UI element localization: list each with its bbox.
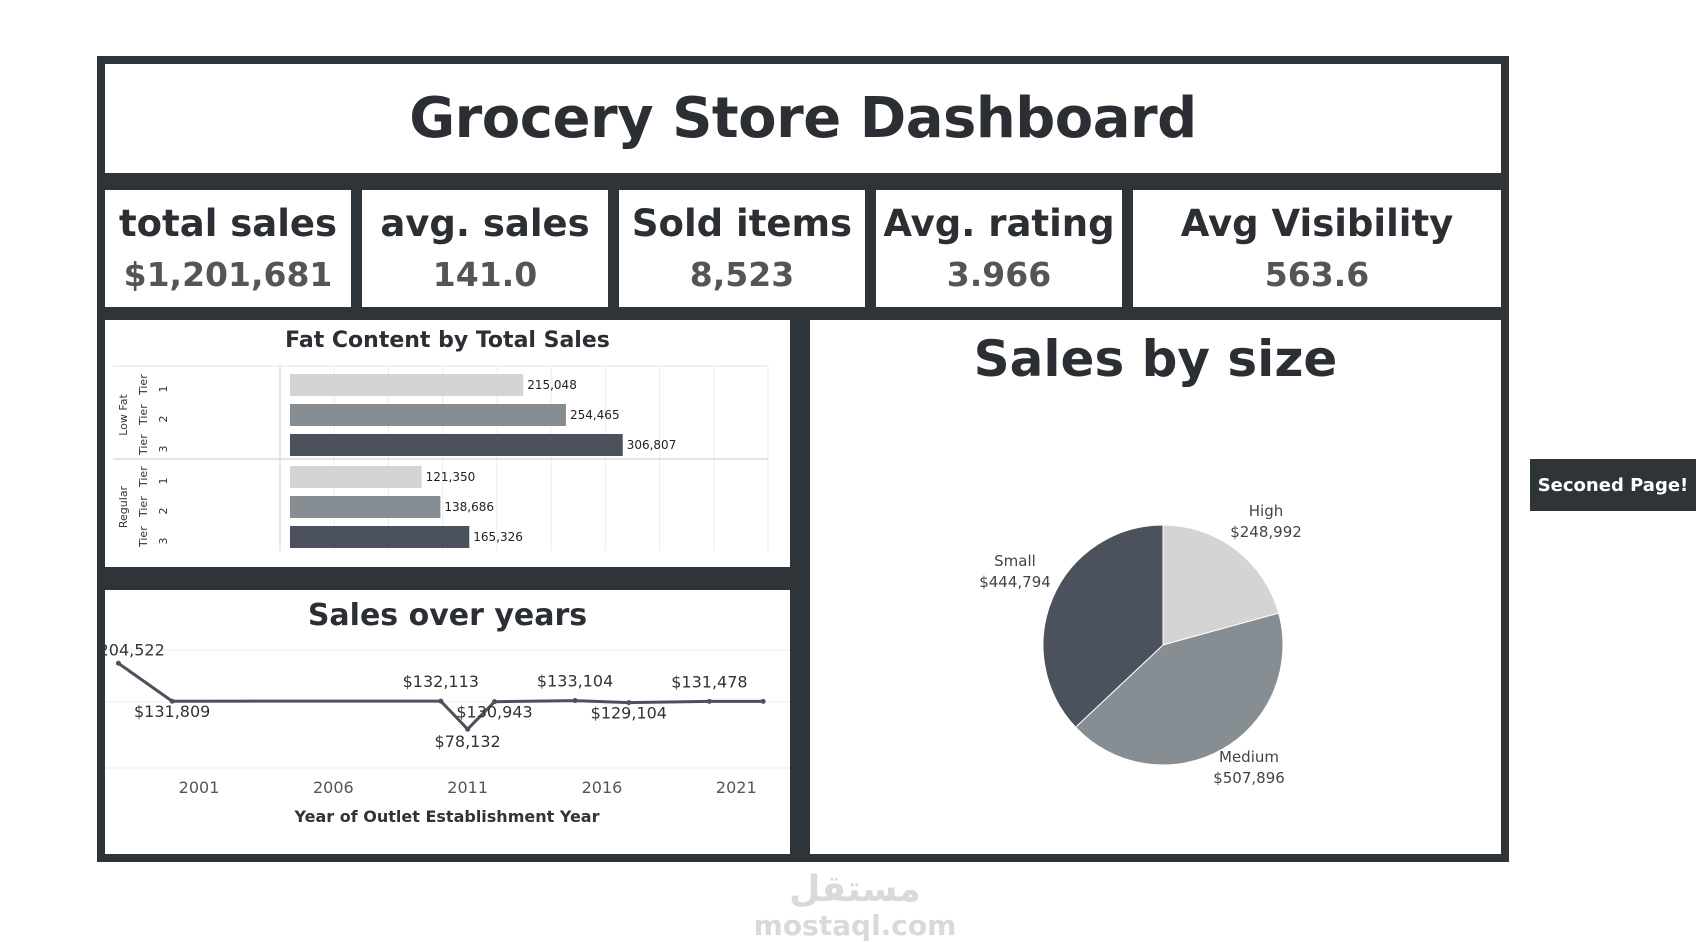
kpi-label: Sold items	[631, 202, 853, 245]
line-data-label: $204,522	[105, 640, 165, 659]
tier-label-word: Tier	[137, 374, 150, 396]
second-page-button[interactable]: Seconed Page!	[1530, 459, 1696, 511]
pie-slice	[1042, 524, 1164, 728]
kpi-label: Avg Visibility	[1180, 202, 1454, 245]
line-point	[115, 660, 121, 666]
line-data-label: $131,809	[134, 702, 210, 721]
fat-chart-title: Fat Content by Total Sales	[285, 328, 610, 353]
kpi-sold-items: Sold items 8,523	[619, 190, 865, 307]
tier-label-number: 1	[157, 386, 170, 393]
kpi-value: 141.0	[432, 255, 538, 294]
fat-bar	[290, 434, 623, 456]
fat-bar	[290, 404, 566, 426]
size-chart-title: Sales by size	[973, 330, 1338, 388]
tier-label-number: 3	[157, 538, 170, 545]
tier-label-number: 2	[157, 508, 170, 515]
fat-bar	[290, 526, 470, 548]
sales-by-size-panel: Sales by size High $248,992 Medium $507,896…	[810, 320, 1501, 854]
x-tick-label: 2006	[313, 778, 354, 797]
line-data-label: $132,113	[403, 672, 479, 691]
fat-bar-label: 306,807	[627, 438, 677, 452]
line-point	[706, 698, 712, 704]
pie-slice-name: Small	[994, 552, 1036, 570]
kpi-avg-rating: Avg. rating 3.966	[876, 190, 1122, 307]
title-panel: Grocery Store Dashboard	[105, 64, 1501, 173]
fat-content-panel: Fat Content by Total Sales Low Fat Tier 1 2…	[105, 320, 790, 567]
kpi-avg-visibility: Avg Visibility 563.6	[1133, 190, 1501, 307]
kpi-value: 3.966	[946, 255, 1052, 294]
line-point	[572, 698, 578, 704]
tier-label-number: 2	[157, 416, 170, 423]
pie-slice-name: Medium	[1219, 748, 1279, 766]
tier-label-word: Tier	[137, 466, 150, 488]
line-point	[169, 698, 175, 704]
fat-bar	[290, 496, 441, 518]
watermark-brand: مستقل	[789, 869, 921, 910]
kpi-label: Avg. rating	[883, 202, 1115, 245]
tier-label-word: Tier	[137, 526, 150, 548]
sales-over-years-chart: $204,522 $131,809 $132,113 $78,132 $130,943 $…	[105, 640, 790, 826]
tier-label-number: 3	[157, 446, 170, 453]
line-point	[492, 699, 498, 705]
x-tick-label: 2001	[179, 778, 220, 797]
x-axis-title: Year of Outlet Establishment Year	[294, 807, 600, 826]
line-point	[465, 726, 471, 732]
x-tick-label: 2011	[447, 778, 488, 797]
kpi-label: total sales	[118, 202, 338, 245]
dashboard-frame: Grocery Store Dashboard total sales $1,2…	[97, 56, 1509, 862]
x-tick-label: 2021	[716, 778, 757, 797]
pie-slice-value: $248,992	[1230, 523, 1302, 541]
sales-by-size-chart: High $248,992 Medium $507,896 Small $444,794	[979, 502, 1302, 787]
pie-slice-value: $444,794	[979, 573, 1051, 591]
kpi-value: $1,201,681	[123, 255, 333, 294]
fat-content-chart: Low Fat Tier 1 215,048 Tier 2 254,465 Tier 3 306,…	[113, 365, 769, 551]
tier-label-number: 1	[157, 478, 170, 485]
kpi-value: 8,523	[689, 255, 795, 294]
watermark-logo: مستقل mostaql.com	[735, 870, 975, 942]
fat-bar-label: 138,686	[444, 500, 494, 514]
line-point	[438, 698, 444, 704]
line-data-label: $131,478	[671, 672, 747, 691]
line-data-label: $130,943	[456, 703, 532, 722]
fat-bar-label: 215,048	[527, 378, 577, 392]
line-data-label: $133,104	[537, 672, 613, 691]
fat-bar	[290, 466, 422, 488]
kpi-avg-sales: avg. sales 141.0	[362, 190, 608, 307]
x-tick-label: 2016	[582, 778, 623, 797]
dashboard-title: Grocery Store Dashboard	[409, 86, 1197, 151]
fat-bar-label: 121,350	[426, 470, 476, 484]
fat-bar-label: 165,326	[473, 530, 523, 544]
group-label: Low Fat	[117, 394, 130, 436]
tier-label-word: Tier	[137, 496, 150, 518]
pie-slice-value: $507,896	[1213, 769, 1285, 787]
tier-label-word: Tier	[137, 434, 150, 456]
line-data-label: $78,132	[435, 732, 501, 751]
pie-slice-name: High	[1249, 502, 1283, 520]
line-data-label: $129,104	[591, 704, 667, 723]
pie-slice	[1074, 612, 1284, 766]
pie-slice	[1162, 524, 1280, 646]
line-point	[760, 698, 766, 704]
fat-bar-label: 254,465	[570, 408, 620, 422]
watermark-domain: mostaql.com	[753, 909, 957, 942]
group-label: Regular	[117, 485, 130, 528]
fat-bar	[290, 374, 524, 396]
kpi-total-sales: total sales $1,201,681	[105, 190, 351, 307]
tier-label-word: Tier	[137, 404, 150, 426]
line-point	[626, 700, 632, 706]
sales-over-years-panel: Sales over years $204,522 $131,809 $132,11…	[105, 590, 790, 854]
kpi-value: 563.6	[1264, 255, 1370, 294]
years-chart-title: Sales over years	[307, 598, 588, 633]
kpi-label: avg. sales	[380, 202, 590, 245]
